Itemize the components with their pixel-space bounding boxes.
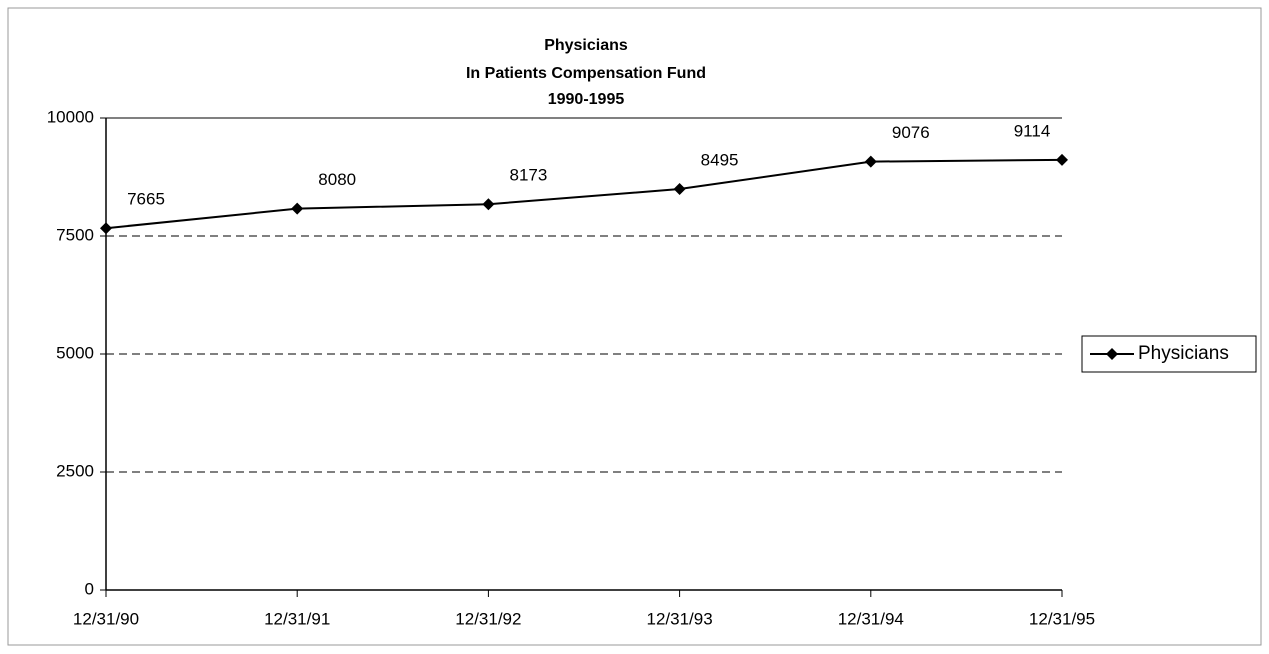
chart-title: Physicians: [544, 37, 628, 54]
marker: [864, 155, 877, 168]
marker: [673, 183, 686, 196]
x-tick-label: 12/31/94: [838, 609, 904, 628]
marker: [1056, 153, 1068, 166]
x-tick-label: 12/31/92: [455, 609, 521, 628]
x-tick-label: 12/31/95: [1029, 609, 1095, 628]
data-label: 7665: [127, 190, 165, 209]
y-tick-label: 2500: [56, 461, 94, 480]
data-label: 8173: [509, 166, 547, 185]
x-tick-label: 12/31/93: [647, 609, 713, 628]
y-tick-label: 10000: [47, 107, 94, 126]
legend-marker: [1106, 348, 1118, 360]
y-tick-label: 0: [85, 579, 94, 598]
data-label: 8495: [701, 151, 739, 170]
data-label: 9076: [892, 123, 930, 142]
line: [105, 158, 1063, 230]
marker: [100, 222, 112, 235]
marker: [482, 198, 495, 211]
chart-subtitle: In Patients Compensation Fund: [466, 65, 706, 82]
chart-frame: [7, 7, 1262, 646]
chart-subtitle: 1990-1995: [548, 91, 625, 108]
data-label: 9114: [1014, 121, 1051, 140]
y-tick-label: 7500: [56, 225, 94, 244]
x-tick-label: 12/31/90: [73, 609, 139, 628]
y-tick-label: 5000: [56, 343, 94, 362]
x-tick-label: 12/31/91: [264, 609, 330, 628]
marker: [291, 202, 304, 215]
legend-label: Physicians: [1138, 343, 1229, 364]
data-label: 8080: [318, 170, 356, 189]
